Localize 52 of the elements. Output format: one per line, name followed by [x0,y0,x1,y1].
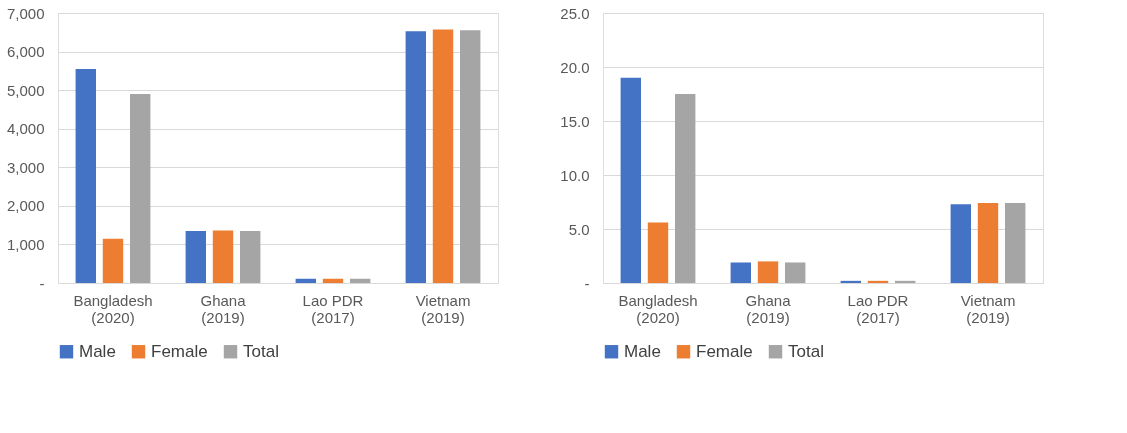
bar [895,280,916,283]
y-tick-label: - [39,274,45,292]
legend-label: Male [79,341,116,361]
y-tick-label: 2,000 [6,197,45,215]
bar [75,68,96,283]
bar [240,230,261,283]
x-tick-label: Bangladesh (2020) [73,291,153,326]
legend-label: Female [151,341,208,361]
bar [322,278,344,283]
x-tick-label: Ghana (2019) [745,291,792,326]
y-tick-label: 1,000 [6,235,45,253]
bar [977,203,999,283]
y-tick-label: 4,000 [6,120,45,138]
y-tick-label: - [584,274,590,292]
legend-label: Male [624,341,661,361]
legend-label: Total [788,341,824,361]
bar [405,31,426,283]
y-tick-label: 7,000 [6,4,45,22]
bar [785,262,806,283]
bar [730,262,751,283]
legend-label: Female [696,341,753,361]
bar [130,94,151,283]
bar [102,238,124,283]
y-tick-label: 15.0 [560,112,590,130]
bar [647,222,669,283]
bar [350,278,371,283]
bar [840,280,861,283]
x-tick-label: Ghana (2019) [200,291,247,326]
bar [867,280,889,283]
y-tick-label: 20.0 [560,58,590,76]
y-tick-label: 10.0 [560,166,590,184]
y-tick-label: 6,000 [6,43,45,61]
x-tick-label: Bangladesh (2020) [618,291,698,326]
x-tick-label: Vietnam (2019) [960,291,1016,326]
bar [295,278,316,283]
bar [1005,203,1026,283]
y-tick-label: 3,000 [6,158,45,176]
bar [185,230,206,283]
x-tick-label: Lao PDR (2017) [302,291,364,326]
y-tick-label: 5.0 [568,220,590,238]
bar [675,94,696,283]
bar [620,77,641,283]
bar [212,230,234,283]
bar [432,29,454,283]
legend-label: Total [243,341,279,361]
x-tick-label: Vietnam (2019) [415,291,471,326]
bar [460,30,481,283]
x-tick-label: Lao PDR (2017) [847,291,909,326]
bar [950,204,971,283]
y-tick-label: 25.0 [560,4,590,22]
y-tick-label: 5,000 [6,81,45,99]
bar [757,261,779,283]
